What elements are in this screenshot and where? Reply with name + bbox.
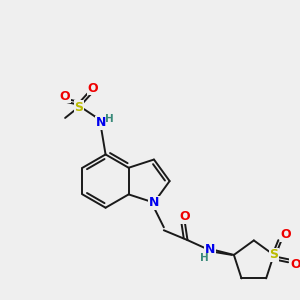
Text: S: S	[74, 100, 83, 114]
Text: N: N	[205, 244, 215, 256]
Text: O: O	[179, 210, 190, 223]
Text: O: O	[60, 90, 70, 103]
Text: O: O	[290, 258, 300, 271]
Text: H: H	[200, 253, 209, 263]
Text: O: O	[280, 228, 291, 242]
Text: S: S	[269, 248, 278, 261]
Text: H: H	[105, 114, 114, 124]
Text: N: N	[149, 196, 159, 209]
Text: O: O	[87, 82, 98, 95]
Text: N: N	[95, 116, 106, 129]
